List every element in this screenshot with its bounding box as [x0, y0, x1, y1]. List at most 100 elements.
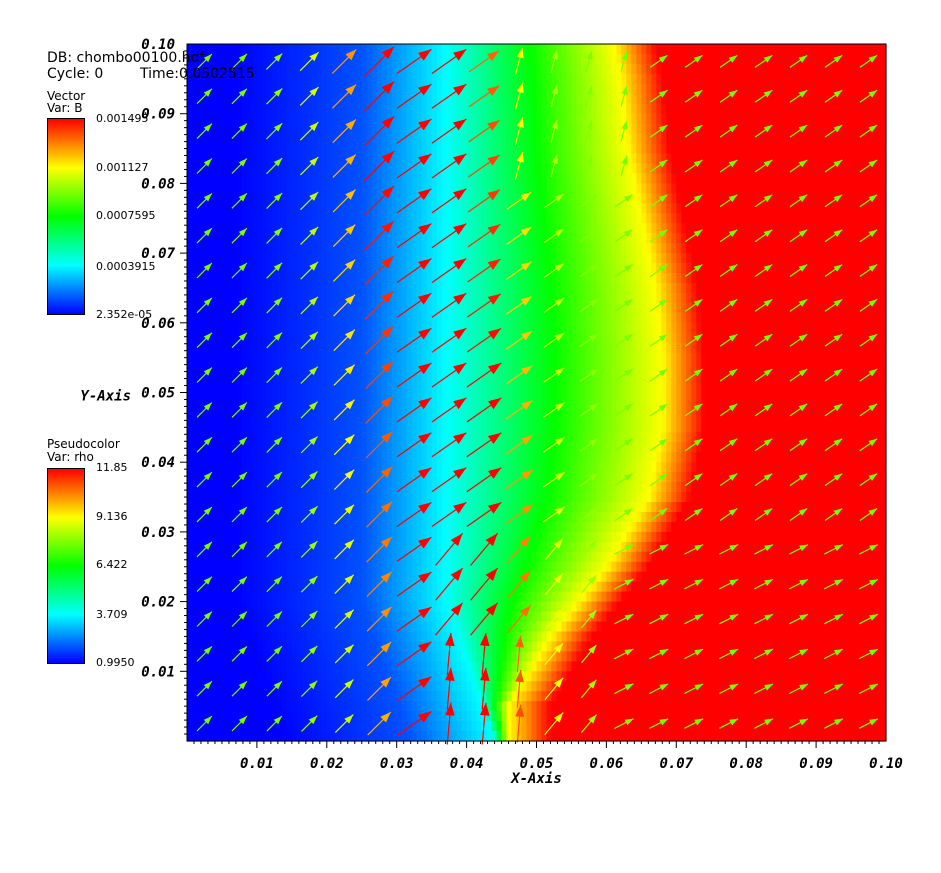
field-cell — [826, 352, 832, 364]
field-cell — [486, 213, 493, 224]
field-cell — [751, 163, 757, 175]
field-cell — [791, 53, 797, 65]
field-cell — [856, 322, 862, 334]
field-cell — [281, 44, 288, 55]
field-cell — [876, 342, 882, 354]
field-cell — [771, 372, 777, 384]
field-cell — [761, 302, 767, 314]
field-cell — [301, 362, 308, 374]
field-cell — [531, 382, 538, 394]
field-cell — [671, 53, 677, 65]
field-cell — [661, 362, 667, 374]
field-cell — [686, 312, 692, 324]
field-cell — [566, 312, 573, 324]
field-cell — [661, 163, 667, 175]
field-cell — [386, 233, 393, 244]
field-cell — [811, 203, 817, 214]
field-cell — [701, 183, 707, 194]
field-cell — [396, 73, 403, 85]
field-cell — [866, 143, 872, 155]
field-cell — [491, 103, 498, 115]
field-cell — [321, 392, 328, 404]
field-cell — [526, 53, 533, 65]
field-cell — [301, 312, 308, 324]
field-cell — [521, 292, 528, 304]
field-cell — [516, 113, 523, 125]
field-cell — [766, 133, 772, 145]
field-cell — [291, 243, 298, 254]
field-cell — [636, 273, 642, 284]
field-cell — [206, 63, 213, 75]
field-cell — [187, 223, 193, 234]
field-cell — [396, 44, 403, 55]
field-cell — [446, 332, 453, 344]
field-cell — [841, 342, 847, 354]
field-cell — [596, 93, 602, 105]
field-cell — [446, 44, 453, 55]
field-cell — [616, 153, 622, 165]
field-cell — [801, 44, 807, 55]
field-cell — [501, 382, 508, 394]
field-cell — [246, 63, 253, 75]
field-cell — [306, 392, 313, 404]
field-cell — [741, 352, 747, 364]
field-cell — [346, 44, 353, 55]
field-cell — [366, 292, 373, 304]
field-cell — [826, 133, 832, 145]
field-cell — [471, 312, 478, 324]
field-cell — [481, 362, 488, 374]
field-cell — [361, 73, 368, 85]
field-cell — [681, 332, 687, 344]
field-cell — [411, 342, 418, 354]
field-cell — [226, 273, 233, 284]
field-cell — [836, 143, 842, 155]
field-cell — [761, 113, 767, 125]
field-cell — [286, 292, 293, 304]
field-cell — [536, 273, 543, 284]
field-cell — [411, 322, 418, 334]
field-cell — [866, 263, 872, 274]
field-cell — [341, 63, 348, 75]
field-cell — [321, 153, 328, 165]
field-cell — [446, 173, 453, 184]
field-cell — [656, 332, 662, 344]
field-cell — [726, 282, 732, 294]
field-cell — [546, 93, 553, 105]
field-cell — [206, 382, 213, 394]
field-cell — [811, 223, 817, 234]
field-cell — [616, 243, 622, 254]
field-cell — [831, 63, 837, 75]
field-cell — [591, 44, 598, 55]
field-cell — [246, 332, 253, 344]
field-cell — [226, 103, 233, 115]
field-cell — [336, 153, 343, 165]
field-cell — [846, 233, 852, 244]
field-cell — [206, 83, 213, 95]
field-cell — [336, 143, 343, 155]
field-cell — [201, 292, 208, 304]
field-cell — [321, 372, 328, 384]
field-cell — [406, 223, 413, 234]
field-cell — [206, 332, 213, 344]
field-cell — [636, 292, 642, 304]
field-cell — [371, 203, 378, 214]
field-cell — [801, 153, 807, 165]
field-cell — [486, 233, 493, 244]
field-cell — [371, 133, 378, 145]
field-cell — [261, 133, 268, 145]
field-cell — [526, 163, 533, 175]
field-cell — [426, 63, 433, 75]
field-cell — [211, 63, 218, 75]
field-cell — [536, 352, 543, 364]
field-cell — [626, 203, 632, 214]
field-cell — [281, 312, 288, 324]
field-cell — [621, 352, 627, 364]
field-cell — [366, 203, 373, 214]
field-cell — [291, 83, 298, 95]
field-cell — [316, 273, 323, 284]
field-cell — [366, 342, 373, 354]
field-cell — [846, 83, 852, 95]
field-cell — [751, 133, 757, 145]
field-cell — [361, 113, 368, 125]
field-cell — [251, 83, 258, 95]
